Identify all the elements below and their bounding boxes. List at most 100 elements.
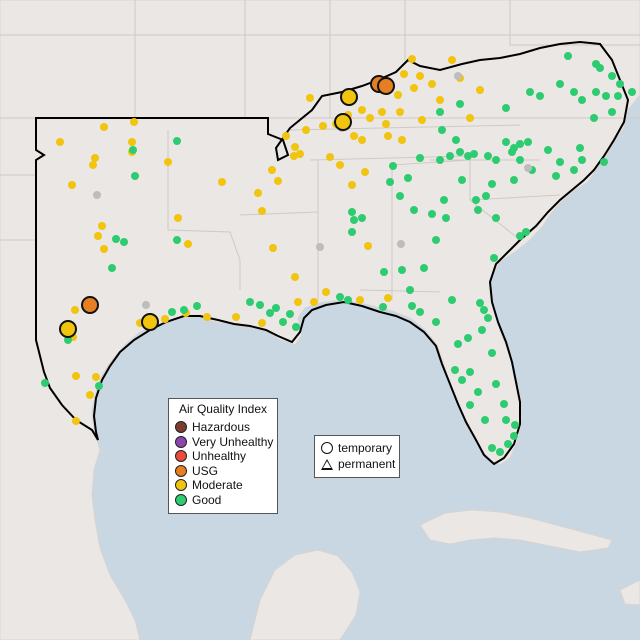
- good-monitor: [266, 309, 274, 317]
- good-monitor: [379, 303, 387, 311]
- good-monitor: [256, 301, 264, 309]
- good-monitor: [193, 302, 201, 310]
- hazardous-swatch-icon: [175, 421, 187, 434]
- no-data-monitor: [524, 164, 532, 172]
- good-monitor: [386, 178, 394, 186]
- moderate-monitor: [448, 56, 456, 64]
- legend-label: Good: [192, 492, 222, 507]
- good-monitor: [570, 88, 578, 96]
- moderate-monitor: [366, 114, 374, 122]
- no-data-monitor: [142, 301, 150, 309]
- good-monitor: [180, 306, 188, 314]
- good-monitor: [484, 314, 492, 322]
- very-unhealthy-swatch-icon: [175, 435, 187, 448]
- good-monitor: [504, 440, 512, 448]
- moderate-monitor: [436, 96, 444, 104]
- good-monitor: [129, 146, 137, 154]
- good-monitor: [502, 416, 510, 424]
- good-monitor: [482, 192, 490, 200]
- moderate-temporary-monitor: [59, 320, 77, 338]
- good-monitor: [173, 236, 181, 244]
- moderate-monitor: [394, 91, 402, 99]
- moderate-monitor: [476, 86, 484, 94]
- shape-label: temporary: [338, 441, 393, 455]
- legend-label: Very Unhealthy: [192, 434, 274, 449]
- cuba-island: [419, 509, 613, 553]
- moderate-monitor: [290, 152, 298, 160]
- moderate-monitor: [378, 108, 386, 116]
- good-monitor: [480, 306, 488, 314]
- good-monitor: [416, 308, 424, 316]
- good-monitor: [492, 214, 500, 222]
- moderate-monitor: [382, 120, 390, 128]
- good-monitor: [602, 92, 610, 100]
- good-monitor: [350, 216, 358, 224]
- moderate-monitor: [356, 296, 364, 304]
- good-swatch-icon: [175, 493, 187, 506]
- good-monitor: [173, 137, 181, 145]
- moderate-monitor: [164, 158, 172, 166]
- good-monitor: [526, 88, 534, 96]
- moderate-monitor: [361, 168, 369, 176]
- good-monitor: [120, 238, 128, 246]
- good-monitor: [476, 299, 484, 307]
- good-monitor: [488, 444, 496, 452]
- moderate-monitor: [94, 232, 102, 240]
- good-monitor: [466, 368, 474, 376]
- good-monitor: [456, 148, 464, 156]
- good-monitor: [578, 96, 586, 104]
- moderate-monitor: [358, 136, 366, 144]
- no-data-monitor: [454, 72, 462, 80]
- good-monitor: [406, 286, 414, 294]
- good-monitor: [458, 376, 466, 384]
- moderate-monitor: [98, 222, 106, 230]
- good-monitor: [492, 156, 500, 164]
- good-monitor: [279, 318, 287, 326]
- moderate-monitor: [364, 242, 372, 250]
- good-monitor: [516, 140, 524, 148]
- good-monitor: [95, 382, 103, 390]
- moderate-monitor: [203, 313, 211, 321]
- good-monitor: [478, 326, 486, 334]
- good-monitor: [488, 349, 496, 357]
- hispaniola-edge: [619, 579, 640, 606]
- good-monitor: [112, 235, 120, 243]
- good-monitor: [420, 264, 428, 272]
- good-monitor: [410, 206, 418, 214]
- good-monitor: [576, 144, 584, 152]
- good-monitor: [516, 156, 524, 164]
- moderate-monitor: [268, 166, 276, 174]
- good-monitor: [396, 192, 404, 200]
- moderate-monitor: [100, 245, 108, 253]
- good-monitor: [492, 380, 500, 388]
- good-monitor: [510, 144, 518, 152]
- good-monitor: [432, 318, 440, 326]
- good-monitor: [484, 152, 492, 160]
- moderate-monitor: [89, 161, 97, 169]
- moderate-monitor: [91, 154, 99, 162]
- moderate-monitor: [258, 207, 266, 215]
- good-monitor: [344, 296, 352, 304]
- moderate-monitor: [466, 114, 474, 122]
- good-monitor: [522, 228, 530, 236]
- no-data-monitor: [316, 243, 324, 251]
- good-monitor: [454, 340, 462, 348]
- good-monitor: [408, 302, 416, 310]
- good-monitor: [502, 104, 510, 112]
- triangle-icon: [321, 458, 333, 470]
- legend-item-usg: USG: [169, 464, 277, 479]
- good-monitor: [416, 154, 424, 162]
- good-monitor: [628, 88, 636, 96]
- moderate-monitor: [68, 181, 76, 189]
- usg-temporary-monitor: [81, 296, 99, 314]
- good-monitor: [436, 108, 444, 116]
- good-monitor: [64, 336, 72, 344]
- usg-temporary-monitor: [377, 77, 395, 95]
- moderate-monitor: [350, 132, 358, 140]
- moderate-monitor: [384, 132, 392, 140]
- good-monitor: [108, 264, 116, 272]
- good-monitor: [292, 323, 300, 331]
- yucatan-peninsula: [249, 549, 361, 640]
- moderate-monitor: [326, 153, 334, 161]
